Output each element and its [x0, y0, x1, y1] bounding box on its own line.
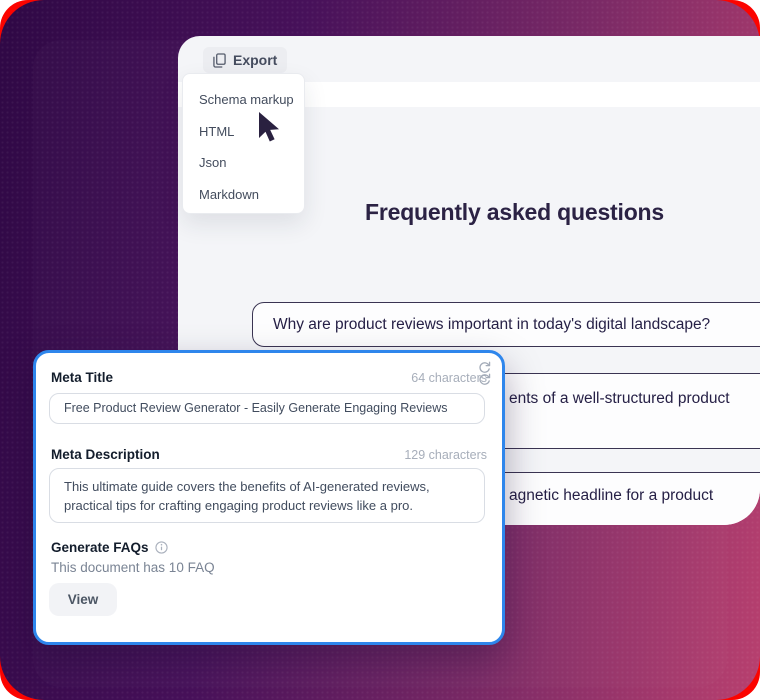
faq-question-1[interactable]: Why are product reviews important in tod…	[252, 302, 760, 347]
export-button[interactable]: Export	[203, 47, 288, 73]
faq-question-2-text: ents of a well-structured product	[509, 390, 730, 407]
menu-item-schema-markup[interactable]: Schema markup	[199, 92, 294, 108]
refresh-icon[interactable]	[477, 372, 492, 392]
copy-icon	[213, 52, 226, 68]
faq-question-3-text: agnetic headline for a product	[509, 487, 714, 504]
meta-description-char-count: 129 characters	[404, 448, 487, 462]
info-icon[interactable]	[154, 541, 168, 554]
faq-question-1-text: Why are product reviews important in tod…	[273, 315, 711, 333]
menu-item-markdown[interactable]: Markdown	[199, 186, 259, 202]
meta-title-label: Meta Title	[51, 370, 114, 385]
meta-title-char-count: 64 characters	[411, 371, 487, 385]
export-dropdown-menu: Schema markup HTML Json Markdown	[182, 73, 305, 214]
meta-description-label: Meta Description	[51, 447, 160, 462]
view-button[interactable]: View	[49, 583, 117, 616]
meta-editor-card: Meta Title 64 characters Free Product Re…	[33, 350, 505, 645]
menu-item-html[interactable]: HTML	[199, 123, 235, 139]
meta-description-input[interactable]: This ultimate guide covers the benefits …	[49, 468, 485, 523]
export-button-label: Export	[233, 52, 278, 68]
faq-status-text: This document has 10 FAQ	[51, 560, 215, 575]
generate-faqs-row: Generate FAQs	[51, 540, 168, 555]
faq-page-title: Frequently asked questions	[365, 199, 664, 225]
menu-item-json[interactable]: Json	[199, 155, 227, 171]
meta-title-input[interactable]: Free Product Review Generator - Easily G…	[49, 393, 485, 424]
refresh-icon[interactable]	[477, 360, 492, 380]
mouse-pointer-icon	[256, 111, 282, 150]
generate-faqs-label: Generate FAQs	[51, 540, 149, 555]
